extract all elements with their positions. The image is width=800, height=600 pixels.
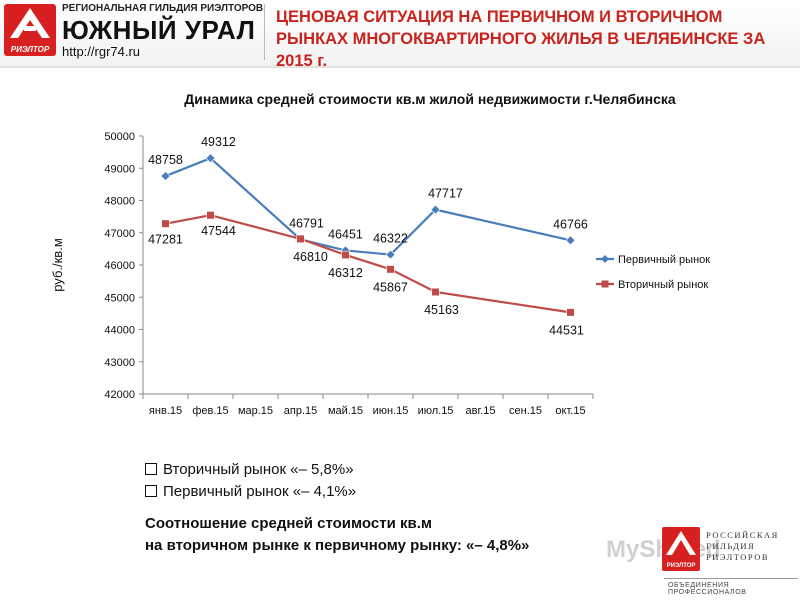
data-label: 49312 (201, 135, 236, 149)
slide-title: ЦЕНОВАЯ СИТУАЦИЯ НА ПЕРВИЧНОМ И ВТОРИЧНО… (276, 8, 766, 70)
data-label: 46791 (289, 216, 324, 230)
legend-marker (601, 280, 609, 288)
y-tick-label: 43000 (104, 357, 135, 369)
data-point (205, 153, 216, 164)
rgr-name: РОССИЙСКАЯ ГИЛЬДИЯ РИЭЛТОРОВ (706, 530, 800, 563)
data-point (160, 171, 171, 181)
y-tick-label: 47000 (104, 228, 135, 240)
data-point (430, 204, 441, 215)
checkbox-bullet-icon (145, 463, 157, 475)
x-tick-label: янв.15 (149, 405, 182, 417)
data-point (566, 308, 575, 317)
y-tick-label: 49000 (104, 163, 135, 175)
data-point (341, 250, 350, 260)
y-tick-label: 42000 (104, 389, 135, 401)
data-point (386, 265, 395, 274)
guild-logo-icon (10, 8, 50, 38)
data-label: 45867 (373, 280, 408, 294)
rgr-divider (664, 578, 798, 579)
note-secondary: Вторичный рынок «– 5,8%» (145, 459, 356, 481)
x-tick-label: мар.15 (238, 405, 273, 417)
y-tick-label: 48000 (104, 196, 135, 208)
summary-line-2: на вторичном рынке к первичному рынку: «… (145, 537, 530, 554)
guild-logo: РИЭЛТОР (4, 4, 56, 56)
summary: Соотношение средней стоимости кв.м на вт… (145, 513, 615, 557)
x-tick-label: окт.15 (555, 405, 585, 417)
data-label: 47717 (428, 187, 463, 201)
line-chart: 42000 43000 44000 45000 46000 47000 48000 49000… (50, 131, 710, 417)
checkbox-bullet-icon (145, 485, 157, 497)
x-tick-label: июн.15 (373, 405, 409, 417)
data-label: 45163 (424, 303, 459, 317)
chart-title: Динамика средней стоимости кв.м жилой не… (184, 91, 676, 107)
site-url: http://rgr74.ru (62, 44, 141, 59)
rgr-name-line-2: ГИЛЬДИЯ (706, 541, 756, 551)
legend-label: Первичный рынок (618, 254, 710, 266)
legend-marker (601, 255, 609, 263)
region-name: ЮЖНЫЙ УРАЛ (62, 15, 256, 45)
y-tick-label: 46000 (104, 260, 135, 272)
y-tick-label: 44000 (104, 325, 135, 337)
data-label: 47281 (148, 233, 183, 247)
data-point (565, 235, 576, 246)
data-point (431, 287, 440, 297)
data-label: 44531 (549, 323, 584, 337)
rgr-subtitle: ОБЪЕДИНЕНИЯ ПРОФЕССИОНАЛОВ (668, 582, 747, 596)
y-tick-label: 50000 (104, 131, 135, 143)
x-tick-label: фев.15 (192, 405, 228, 417)
data-point (161, 219, 170, 228)
rgr-logo-text: РИЭЛТОР (666, 563, 696, 569)
data-label: 46312 (328, 266, 363, 280)
x-tick-label: апр.15 (284, 405, 317, 417)
data-label: 47544 (201, 224, 236, 238)
y-tick-label: 45000 (104, 292, 135, 304)
header-divider (264, 4, 265, 60)
data-label: 46322 (373, 232, 408, 246)
data-label: 48758 (148, 153, 183, 167)
data-label: 46451 (328, 227, 363, 241)
data-point (385, 249, 396, 260)
note-secondary-text: Вторичный рынок «– 5,8%» (163, 461, 354, 478)
rgr-name-line-1: РОССИЙСКАЯ (706, 530, 779, 540)
note-primary-text: Первичный рынок «– 4,1%» (163, 483, 357, 500)
y-axis-label: руб./кв.м (50, 238, 65, 292)
data-label: 46810 (293, 250, 328, 264)
rgr-name-line-3: РИЭЛТОРОВ (706, 552, 770, 562)
guild-logo-text: РИЭЛТОР (10, 45, 50, 54)
x-tick-label: авг.15 (466, 405, 496, 417)
header: РИЭЛТОР РЕГИОНАЛЬНАЯ ГИЛЬДИЯ РИЭЛТОРОВ Ю… (0, 0, 800, 70)
rgr-logo: РИЭЛТОР (662, 527, 700, 571)
legend-label: Вторичный рынок (618, 279, 708, 291)
notes-list: Вторичный рынок «– 5,8%» Первичный рынок… (145, 459, 356, 503)
note-primary: Первичный рынок «– 4,1%» (145, 481, 356, 503)
data-point (296, 234, 305, 243)
guild-name: РЕГИОНАЛЬНАЯ ГИЛЬДИЯ РИЭЛТОРОВ (62, 3, 264, 14)
data-label: 46766 (553, 217, 588, 231)
data-point (206, 211, 215, 220)
x-tick-label: июл.15 (418, 405, 454, 417)
rgr-logo-icon (666, 531, 696, 555)
series-line-1 (165, 156, 571, 256)
x-tick-label: май.15 (328, 405, 363, 417)
summary-line-1: Соотношение средней стоимости кв.м (145, 515, 432, 532)
x-tick-label: сен.15 (509, 405, 542, 417)
